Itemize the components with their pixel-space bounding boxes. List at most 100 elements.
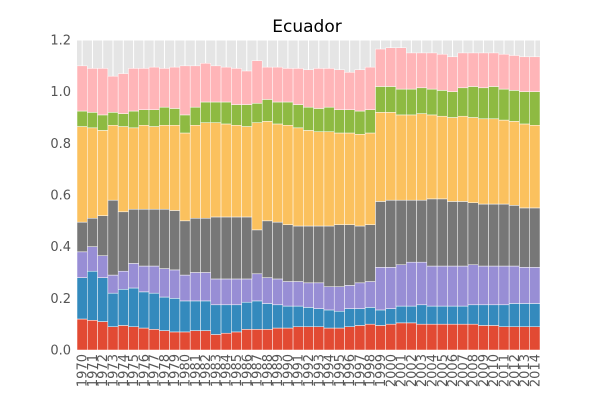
- bar-series4-1986: [241, 216, 253, 280]
- x-tick-label: 1981: [189, 354, 204, 387]
- x-tick-label: 1971: [86, 354, 101, 387]
- bar-series7-2005: [436, 53, 448, 91]
- bar-series5-1996: [344, 132, 356, 225]
- bar-series7-1979: [169, 66, 181, 109]
- bar-series1-2006: [447, 323, 458, 351]
- x-tick-label: 1993: [312, 354, 327, 387]
- bar-series4-2006: [447, 201, 458, 267]
- bar-series7-1973: [107, 75, 119, 113]
- x-tick-label: 1982: [199, 354, 214, 387]
- bar-series7-2001: [395, 47, 407, 90]
- bar-series7-1980: [179, 65, 191, 116]
- x-tick-label: 1983: [209, 354, 224, 387]
- bar-series2-1992: [303, 307, 314, 327]
- x-tick-label: 2006: [446, 354, 461, 387]
- x-tick-label: 1984: [220, 354, 235, 387]
- bar-series1-1980: [179, 331, 191, 351]
- y-tick-label: 0.8: [50, 137, 71, 152]
- series-5: [76, 112, 541, 231]
- bar-series2-1985: [231, 304, 242, 333]
- x-tick-label: 1997: [353, 354, 368, 387]
- bar-series4-1975: [128, 208, 139, 264]
- bar-series2-1976: [138, 291, 150, 329]
- bar-series4-2011: [498, 203, 510, 267]
- x-tick-label: 1976: [137, 354, 152, 387]
- x-tick-label: 2003: [415, 354, 430, 387]
- bar-series7-1992: [303, 69, 314, 108]
- bar-series1-1986: [241, 329, 253, 351]
- bar-series7-1975: [128, 68, 139, 112]
- bar-series2-2014: [529, 303, 541, 327]
- bar-series2-1984: [220, 304, 232, 334]
- bar-series3-1980: [179, 274, 191, 302]
- bar-series2-2007: [457, 305, 469, 325]
- x-tick-label: 1986: [240, 354, 255, 387]
- bar-series3-1988: [261, 277, 273, 304]
- bar-series6-2007: [457, 87, 469, 117]
- bar-series6-2001: [395, 88, 407, 116]
- bar-series4-2000: [385, 199, 397, 268]
- y-tick-label: 1.2: [50, 34, 71, 49]
- bar-series6-1980: [179, 114, 191, 134]
- bar-series4-1985: [231, 216, 242, 280]
- bar-series7-2002: [405, 52, 417, 90]
- bar-series4-1989: [272, 221, 284, 280]
- bar-series5-1972: [97, 130, 109, 216]
- bar-series4-2005: [436, 198, 448, 267]
- bar-series1-2014: [529, 326, 541, 351]
- bar-series4-1988: [261, 220, 273, 278]
- x-tick-label: 1974: [117, 354, 132, 387]
- bar-series1-1972: [97, 321, 109, 351]
- bar-series1-1971: [87, 320, 98, 351]
- bar-series2-1986: [241, 301, 253, 330]
- bar-series1-1975: [128, 326, 139, 351]
- bar-series3-2009: [478, 265, 489, 306]
- bar-series5-2012: [508, 121, 520, 206]
- bar-series7-1998: [364, 66, 376, 110]
- bar-series2-1983: [210, 304, 222, 335]
- bar-series2-1989: [272, 304, 284, 329]
- bar-series5-2005: [436, 115, 448, 200]
- bar-series4-1992: [303, 225, 314, 284]
- bar-series2-1994: [323, 309, 335, 329]
- bar-series7-1996: [344, 72, 356, 110]
- bar-series4-2013: [519, 207, 530, 268]
- bar-series3-1998: [364, 281, 376, 308]
- bar-series7-2000: [385, 47, 397, 87]
- x-tick-label: 1975: [127, 354, 142, 387]
- x-tick-label: 1990: [281, 354, 296, 387]
- bar-series2-1988: [261, 303, 273, 330]
- bar-series2-1978: [159, 296, 170, 331]
- bar-series6-1994: [323, 106, 335, 132]
- bar-series5-2010: [488, 118, 500, 205]
- bar-series5-1973: [107, 125, 119, 201]
- series-7: [76, 47, 541, 116]
- bar-series1-1999: [375, 325, 386, 351]
- bar-series7-1994: [323, 68, 335, 108]
- bar-series6-2011: [498, 88, 510, 121]
- bar-series4-2007: [457, 201, 469, 267]
- bar-series5-1992: [303, 130, 314, 227]
- bar-series1-1988: [261, 329, 273, 351]
- bar-series7-1987: [251, 60, 263, 104]
- bar-series5-1998: [364, 132, 376, 225]
- bar-series7-1970: [76, 65, 88, 112]
- bar-series7-1985: [231, 68, 242, 105]
- bar-series4-2012: [508, 205, 520, 267]
- bar-series5-2002: [405, 114, 417, 201]
- bar-series7-2010: [488, 52, 500, 87]
- bar-series7-1976: [138, 68, 150, 110]
- bar-series1-1992: [303, 326, 314, 351]
- bar-series7-1974: [117, 73, 129, 114]
- bar-series5-2001: [395, 114, 407, 201]
- bar-series2-1980: [179, 300, 191, 333]
- bar-series7-1991: [292, 68, 304, 105]
- bar-series1-2010: [488, 325, 500, 351]
- bar-series3-2005: [436, 265, 448, 307]
- bar-series4-1974: [117, 211, 129, 272]
- bar-series1-1989: [272, 327, 284, 351]
- x-tick-label: 1970: [76, 354, 91, 387]
- bar-series5-2004: [426, 114, 438, 200]
- bar-series2-1987: [251, 300, 263, 330]
- bar-series2-2003: [416, 304, 428, 325]
